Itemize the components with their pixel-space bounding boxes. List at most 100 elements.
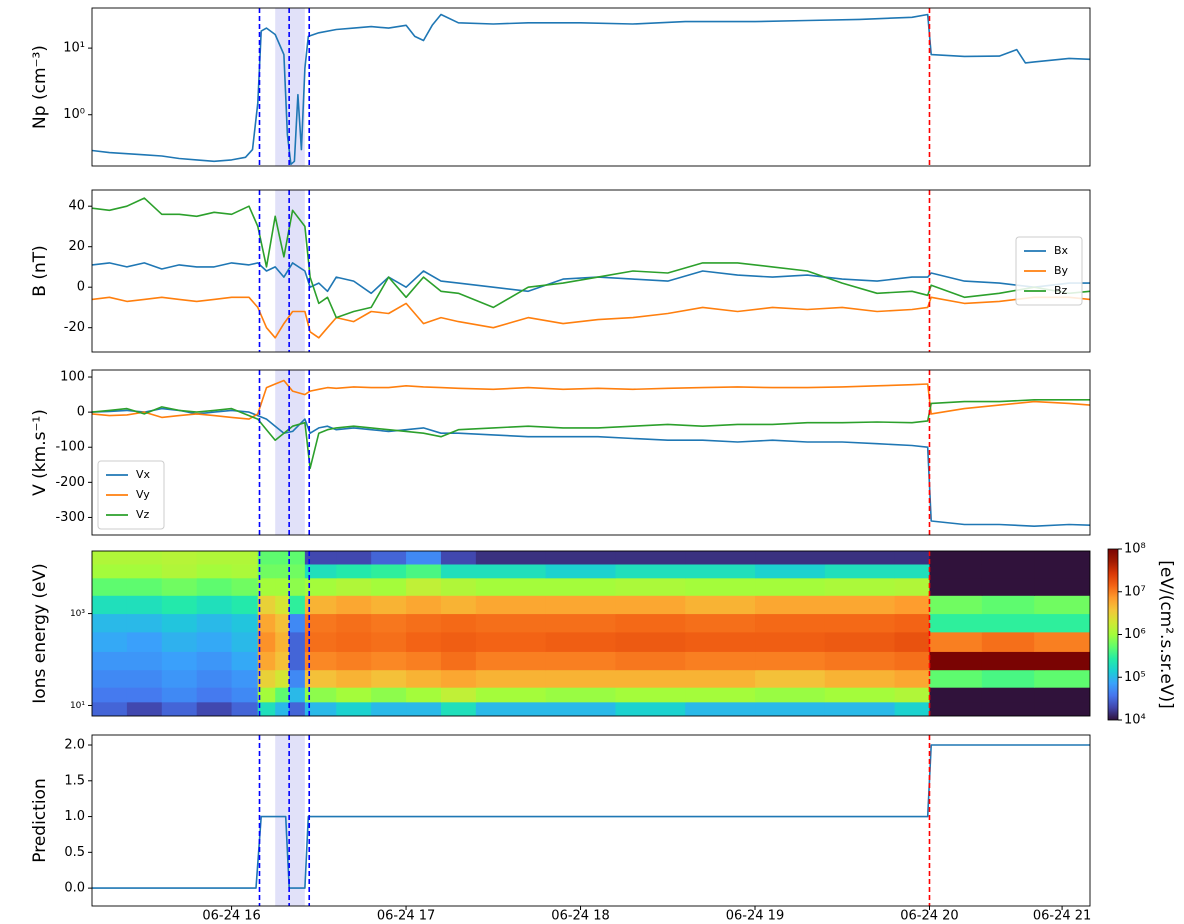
- panel: [92, 370, 1090, 535]
- heat-cell: [475, 701, 547, 716]
- heat-cell: [755, 631, 826, 652]
- heat-cell: [161, 577, 198, 596]
- heat-cell: [161, 687, 198, 703]
- y-axis-label: Np (cm⁻³): [30, 45, 50, 129]
- heat-cell: [196, 551, 233, 565]
- heat-cell: [981, 595, 1035, 615]
- legend-label: By: [1054, 264, 1069, 277]
- heat-cell: [615, 651, 686, 671]
- heat-cell: [231, 595, 259, 615]
- legend: Vx Vy Vz: [97, 460, 165, 530]
- heat-cell: [336, 651, 372, 671]
- heat-cell: [615, 595, 686, 615]
- heat-cell: [371, 631, 407, 652]
- y-tick-label: 10¹: [63, 41, 85, 56]
- heat-cell: [406, 551, 442, 565]
- heat-cell: [257, 687, 276, 703]
- heat-cell: [755, 551, 826, 565]
- y-tick-label: 0: [77, 405, 85, 420]
- heat-cell: [336, 595, 372, 615]
- heat-cell: [615, 613, 686, 633]
- heat-cell: [336, 563, 372, 579]
- heat-cell: [371, 651, 407, 671]
- heat-cell: [92, 613, 128, 633]
- heat-cell: [126, 701, 163, 716]
- heat-cell: [289, 563, 306, 579]
- heat-cell: [275, 551, 290, 565]
- heat-cell: [615, 577, 686, 596]
- heat-cell: [371, 563, 407, 579]
- heat-cell: [755, 563, 826, 579]
- shaded-span: [275, 190, 305, 352]
- heat-cell: [475, 595, 547, 615]
- heat-cell: [92, 563, 128, 579]
- heat-cell: [1034, 563, 1090, 579]
- panel: [92, 8, 1090, 166]
- heat-cell: [257, 669, 276, 688]
- legend-label: Bx: [1054, 244, 1069, 257]
- heat-cell: [336, 669, 372, 688]
- heat-cell: [1034, 577, 1090, 596]
- heat-cell: [824, 551, 896, 565]
- heat-cell: [92, 701, 128, 716]
- heat-cell: [275, 651, 290, 671]
- heat-cell: [929, 687, 983, 703]
- heat-cell: [231, 551, 259, 565]
- heat-cell: [126, 551, 163, 565]
- heat-cell: [824, 595, 896, 615]
- panel: [92, 551, 1090, 716]
- shaded-span: [275, 735, 305, 906]
- heat-cell: [545, 551, 616, 565]
- heat-cell: [304, 577, 337, 596]
- heat-cell: [440, 551, 477, 565]
- heat-cell: [545, 687, 616, 703]
- colorbar-tick-label: 10⁷: [1124, 584, 1146, 599]
- x-tick-label: 06-24 20: [900, 909, 958, 924]
- panel: [92, 735, 1090, 906]
- heat-cell: [685, 613, 756, 633]
- heat-cell: [824, 669, 896, 688]
- shaded-span: [275, 8, 305, 166]
- heat-cell: [231, 631, 259, 652]
- heat-cell: [336, 687, 372, 703]
- heat-cell: [289, 687, 306, 703]
- heat-cell: [475, 563, 547, 579]
- y-tick-label: 1.0: [64, 809, 85, 824]
- heat-cell: [615, 563, 686, 579]
- x-tick-label: 06-24 18: [551, 909, 609, 924]
- heat-cell: [126, 577, 163, 596]
- heat-cell: [406, 669, 442, 688]
- heat-cell: [981, 701, 1035, 716]
- heat-cell: [1034, 701, 1090, 716]
- heat-cell: [196, 631, 233, 652]
- heat-cell: [929, 701, 983, 716]
- y-tick-label: 20: [68, 239, 85, 254]
- heat-cell: [289, 651, 306, 671]
- heat-cell: [475, 687, 547, 703]
- heat-cell: [981, 687, 1035, 703]
- y-axis-label: Prediction: [30, 778, 50, 862]
- heat-cell: [161, 595, 198, 615]
- heat-cell: [981, 669, 1035, 688]
- heat-cell: [685, 651, 756, 671]
- heat-cell: [231, 563, 259, 579]
- heat-cell: [92, 551, 128, 565]
- heat-cell: [336, 577, 372, 596]
- heat-cell: [231, 651, 259, 671]
- heat-cell: [336, 613, 372, 633]
- heat-cell: [161, 613, 198, 633]
- heat-cell: [685, 701, 756, 716]
- heat-cell: [1034, 687, 1090, 703]
- heat-cell: [371, 687, 407, 703]
- heat-cell: [981, 551, 1035, 565]
- heat-cell: [406, 651, 442, 671]
- y-tick-label: 100: [60, 370, 85, 385]
- y-axis-label: V (km.s⁻¹): [30, 409, 50, 496]
- heat-cell: [161, 563, 198, 579]
- heat-cell: [755, 613, 826, 633]
- heat-cell: [231, 613, 259, 633]
- heat-cell: [231, 701, 259, 716]
- heat-cell: [475, 551, 547, 565]
- heat-cell: [161, 631, 198, 652]
